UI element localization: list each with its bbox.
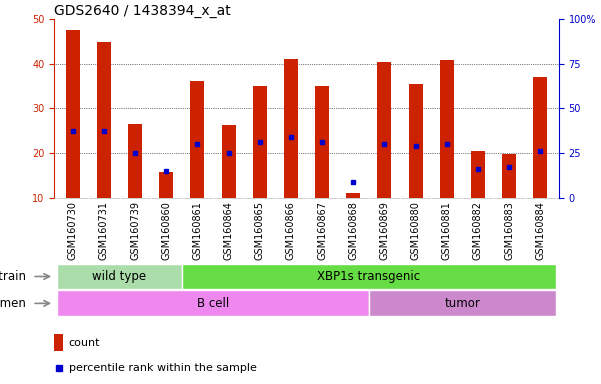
Text: GSM160864: GSM160864 [224, 201, 234, 260]
Bar [182, 263, 556, 290]
Bar [66, 30, 80, 198]
Text: GSM160880: GSM160880 [410, 201, 421, 260]
Bar [191, 81, 204, 198]
Bar [57, 290, 369, 316]
Text: specimen: specimen [0, 297, 26, 310]
Text: GSM160867: GSM160867 [317, 201, 327, 260]
Bar [471, 151, 485, 198]
Text: GSM160730: GSM160730 [68, 201, 78, 260]
Text: GSM160861: GSM160861 [192, 201, 203, 260]
Text: GSM160868: GSM160868 [348, 201, 358, 260]
Bar [533, 77, 548, 198]
Bar [409, 84, 423, 198]
Bar [346, 193, 360, 198]
Text: GDS2640 / 1438394_x_at: GDS2640 / 1438394_x_at [54, 4, 231, 18]
Bar [502, 154, 516, 198]
Text: GSM160882: GSM160882 [473, 201, 483, 260]
Text: GSM160883: GSM160883 [504, 201, 514, 260]
Bar [253, 86, 267, 198]
Text: strain: strain [0, 270, 26, 283]
Bar [57, 263, 182, 290]
Text: GSM160739: GSM160739 [130, 201, 140, 260]
Bar [369, 290, 556, 316]
Bar [128, 124, 142, 198]
Bar [159, 172, 173, 198]
Text: percentile rank within the sample: percentile rank within the sample [69, 363, 257, 373]
Text: XBP1s transgenic: XBP1s transgenic [317, 270, 420, 283]
Bar [440, 60, 454, 198]
Text: GSM160866: GSM160866 [286, 201, 296, 260]
Text: count: count [69, 338, 100, 348]
Bar [315, 86, 329, 198]
Bar [377, 61, 391, 198]
Text: GSM160881: GSM160881 [442, 201, 452, 260]
Text: B cell: B cell [197, 297, 229, 310]
Text: GSM160884: GSM160884 [535, 201, 545, 260]
Text: GSM160869: GSM160869 [379, 201, 389, 260]
Text: GSM160865: GSM160865 [255, 201, 265, 260]
Bar [97, 41, 111, 198]
Bar [54, 334, 63, 351]
Text: wild type: wild type [93, 270, 147, 283]
Text: GSM160860: GSM160860 [161, 201, 171, 260]
Text: tumor: tumor [444, 297, 480, 310]
Bar [222, 125, 236, 198]
Text: GSM160731: GSM160731 [99, 201, 109, 260]
Bar [284, 60, 298, 198]
